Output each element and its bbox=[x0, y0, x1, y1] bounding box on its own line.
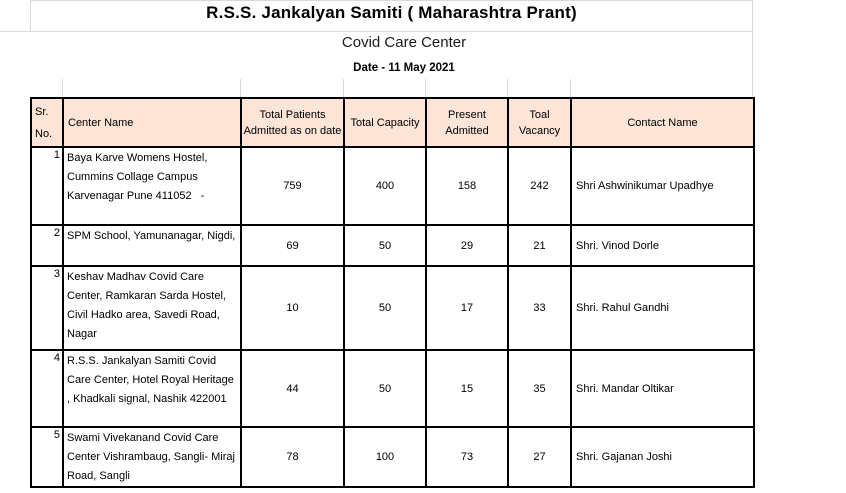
cell-total-capacity: 400 bbox=[343, 146, 427, 226]
cell-sr-no: 1 bbox=[30, 146, 64, 226]
gridline-left-title bbox=[30, 0, 31, 31]
cell-contact-name: Shri. Vinod Dorle bbox=[570, 224, 755, 267]
cell-present-admitted: 73 bbox=[425, 426, 509, 488]
cell-total-admitted: 759 bbox=[240, 146, 345, 226]
cell-sr-no: 5 bbox=[30, 426, 64, 488]
gridline-top bbox=[30, 0, 753, 1]
cell-total-capacity: 100 bbox=[343, 426, 427, 488]
cell-center-name: Baya Karve Womens Hostel, Cummins Collag… bbox=[62, 146, 242, 226]
table-row: 3 Keshav Madhav Covid Care Center, Ramka… bbox=[30, 265, 755, 351]
header-row: Sr. No. Center Name Total Patients Admit… bbox=[30, 97, 755, 148]
cell-total-capacity: 50 bbox=[343, 265, 427, 351]
column-tick bbox=[240, 79, 241, 97]
cell-center-name: Keshav Madhav Covid Care Center, Ramkara… bbox=[62, 265, 242, 351]
cell-vacancy: 35 bbox=[507, 349, 572, 428]
cell-total-admitted: 69 bbox=[240, 224, 345, 267]
cell-vacancy: 242 bbox=[507, 146, 572, 226]
cell-sr-no: 3 bbox=[30, 265, 64, 351]
col-header-total-capacity: Total Capacity bbox=[343, 97, 427, 148]
cell-vacancy: 21 bbox=[507, 224, 572, 267]
cell-total-capacity: 50 bbox=[343, 349, 427, 428]
report-date: Date - 11 May 2021 bbox=[353, 62, 455, 74]
gridline-under-title bbox=[0, 31, 753, 32]
col-header-present-admitted: Present Admitted bbox=[425, 97, 509, 148]
cell-center-name: Swami Vivekanand Covid Care Center Vishr… bbox=[62, 426, 242, 488]
cell-contact-name: Shri. Rahul Gandhi bbox=[570, 265, 755, 351]
cell-total-admitted: 44 bbox=[240, 349, 345, 428]
column-tick bbox=[507, 79, 508, 97]
col-header-sr-no: Sr. No. bbox=[30, 97, 64, 148]
cell-contact-name: Shri. Gajanan Joshi bbox=[570, 426, 755, 488]
table-row: 5 Swami Vivekanand Covid Care Center Vis… bbox=[30, 426, 755, 488]
cell-vacancy: 27 bbox=[507, 426, 572, 488]
cell-total-admitted: 78 bbox=[240, 426, 345, 488]
cell-total-capacity: 50 bbox=[343, 224, 427, 267]
cell-contact-name: Shri. Mandar Oltikar bbox=[570, 349, 755, 428]
cell-sr-no: 4 bbox=[30, 349, 64, 428]
column-tick bbox=[62, 79, 63, 97]
table-row: 1 Baya Karve Womens Hostel, Cummins Coll… bbox=[30, 146, 755, 226]
table-row: 2 SPM School, Yamunanagar, Nigdi, 69 50 … bbox=[30, 224, 755, 267]
report-subtitle: Covid Care Center bbox=[341, 34, 467, 51]
report-title: R.S.S. Jankalyan Samiti ( Maharashtra Pr… bbox=[206, 3, 577, 22]
col-header-total-vacancy: Toal Vacancy bbox=[507, 97, 572, 148]
col-header-total-patients-admitted: Total Patients Admitted as on date bbox=[240, 97, 345, 148]
cell-present-admitted: 17 bbox=[425, 265, 509, 351]
cell-sr-no: 2 bbox=[30, 224, 64, 267]
col-header-center-name: Center Name bbox=[62, 97, 242, 148]
column-tick bbox=[343, 79, 344, 97]
cell-present-admitted: 158 bbox=[425, 146, 509, 226]
cell-center-name: SPM School, Yamunanagar, Nigdi, bbox=[62, 224, 242, 267]
cell-vacancy: 33 bbox=[507, 265, 572, 351]
column-tick bbox=[570, 79, 571, 97]
table-row: 4 R.S.S. Jankalyan Samiti Covid Care Cen… bbox=[30, 349, 755, 428]
gridline-right-edge bbox=[752, 0, 753, 97]
cell-present-admitted: 15 bbox=[425, 349, 509, 428]
col-header-contact-name: Contact Name bbox=[570, 97, 755, 148]
column-tick bbox=[425, 79, 426, 97]
cell-contact-name: Shri Ashwinikumar Upadhye bbox=[570, 146, 755, 226]
cell-center-name: R.S.S. Jankalyan Samiti Covid Care Cente… bbox=[62, 349, 242, 428]
cell-present-admitted: 29 bbox=[425, 224, 509, 267]
covid-center-table: Sr. No. Center Name Total Patients Admit… bbox=[30, 97, 755, 488]
cell-total-admitted: 10 bbox=[240, 265, 345, 351]
